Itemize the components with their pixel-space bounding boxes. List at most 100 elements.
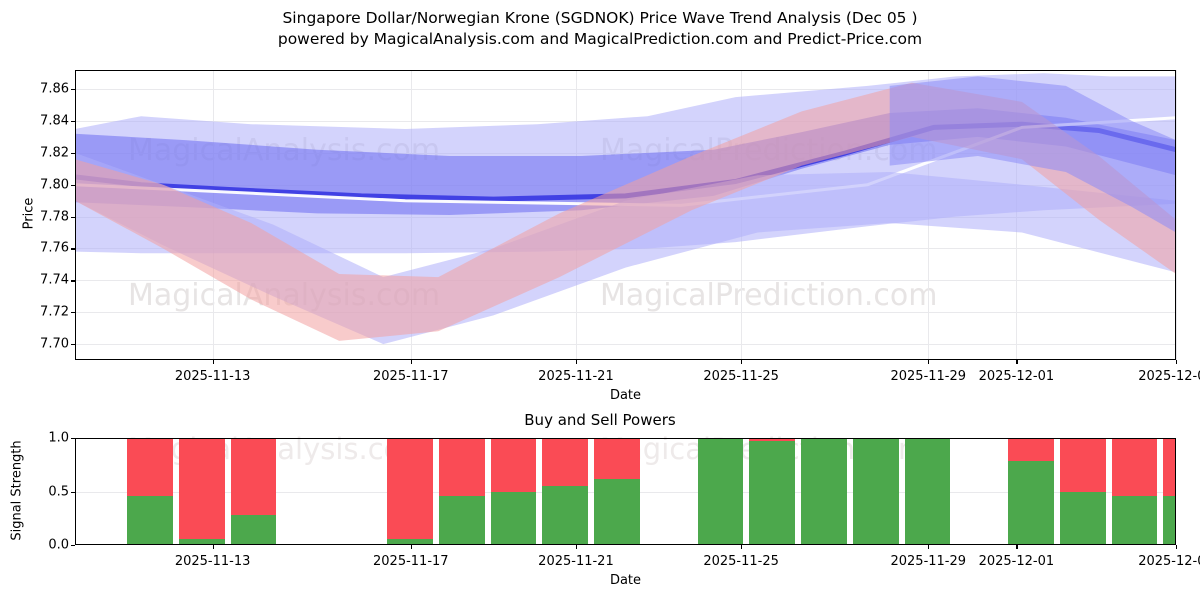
power-bar-sell — [127, 438, 173, 497]
price-band-red-wave-band — [75, 82, 1176, 341]
power-bar-buy — [697, 438, 744, 545]
power-bar-buy — [594, 479, 640, 545]
power-xtick-label: 2025-11-17 — [373, 554, 449, 569]
power-bar-sell — [542, 438, 589, 486]
power-bars-clip — [75, 438, 1176, 545]
power-bar-buy — [1111, 496, 1158, 545]
power-bar-buy — [438, 496, 485, 545]
price-ytick — [71, 312, 75, 314]
price-xtick — [212, 360, 214, 364]
price-xtick-label: 2025-12-05 — [1138, 369, 1200, 384]
power-bar-buy — [230, 514, 277, 545]
power-bar-buy — [542, 485, 589, 545]
price-y-axis-title: Price — [21, 197, 37, 230]
price-ytick — [71, 152, 75, 155]
power-bar-sell — [1008, 438, 1054, 461]
power-xtick — [410, 545, 412, 549]
power-bar-sell — [438, 438, 485, 497]
power-ytick-label: 0.5 — [48, 484, 69, 499]
price-xtick — [410, 360, 412, 364]
power-xtick-label: 2025-11-13 — [174, 554, 251, 569]
power-ytick-label: 0.0 — [48, 537, 69, 553]
price-ytick-label: 7.80 — [40, 177, 69, 193]
price-xtick-label: 2025-11-25 — [703, 369, 779, 384]
price-xtick-label: 2025-11-29 — [890, 369, 967, 384]
price-ytick — [71, 280, 75, 282]
price-ytick — [71, 184, 75, 186]
price-ytick-label: 7.74 — [40, 272, 69, 288]
power-bar-sell — [1111, 438, 1158, 497]
price-ytick-label: 7.70 — [40, 336, 69, 352]
power-bar-buy — [904, 438, 951, 545]
power-bar-sell — [230, 438, 277, 515]
price-x-axis-title: Date — [609, 388, 642, 403]
price-ytick-label: 7.82 — [40, 145, 69, 161]
power-x-axis-title: Date — [609, 573, 642, 588]
price-ytick — [71, 344, 75, 346]
price-xtick-label: 2025-11-21 — [538, 369, 614, 384]
price-ytick-label: 7.76 — [40, 240, 69, 256]
power-plot-frame — [75, 438, 1176, 545]
price-ytick — [71, 216, 75, 218]
price-xtick-label: 2025-12-01 — [978, 369, 1055, 384]
power-bar-buy — [1008, 461, 1054, 545]
power-bar-buy — [801, 438, 847, 545]
power-bar-sell — [1059, 438, 1106, 492]
power-bar-buy — [387, 539, 433, 545]
page-title: Singapore Dollar/Norwegian Krone (SGDNOK… — [0, 8, 1200, 50]
power-xtick — [1016, 545, 1018, 549]
power-bar-buy — [749, 440, 796, 545]
price-gridline-h — [75, 280, 1176, 282]
power-bar-sell — [387, 438, 433, 540]
price-ytick-label: 7.72 — [40, 304, 69, 320]
power-bar-sell — [594, 438, 640, 480]
price-xtick-label: 2025-11-17 — [373, 369, 449, 384]
price-ytick — [71, 120, 75, 123]
price-gridline-h — [75, 344, 1176, 346]
price-ytick-label: 7.78 — [40, 209, 69, 225]
power-bar-buy — [1163, 496, 1176, 545]
power-xtick-label: 2025-12-01 — [978, 554, 1055, 569]
power-ytick — [71, 545, 75, 547]
power-bar-buy — [852, 438, 899, 545]
power-chart-title: Buy and Sell Powers — [524, 411, 676, 429]
power-ytick — [71, 438, 75, 440]
title-line-1: Singapore Dollar/Norwegian Krone (SGDNOK… — [282, 9, 918, 27]
power-bar-buy — [127, 496, 173, 545]
price-ytick-label: 7.84 — [40, 113, 69, 129]
power-bar-buy — [1059, 491, 1106, 545]
price-xtick-label: 2025-11-13 — [174, 369, 251, 384]
power-xtick-label: 2025-11-21 — [538, 554, 614, 569]
price-ytick — [71, 89, 75, 91]
price-xtick — [575, 360, 578, 364]
power-xtick — [212, 545, 214, 549]
power-bar-sell — [749, 438, 796, 441]
power-ytick — [71, 491, 75, 493]
price-ytick — [71, 248, 75, 250]
power-xtick — [741, 545, 743, 549]
power-xtick-label: 2025-11-29 — [890, 554, 967, 569]
power-xtick-label: 2025-11-25 — [703, 554, 779, 569]
power-bar-buy — [179, 539, 225, 545]
price-band-right-tail-blue — [889, 76, 1176, 233]
price-xtick — [741, 360, 743, 364]
price-ytick-label: 7.86 — [40, 81, 69, 97]
power-bar-buy — [490, 491, 537, 545]
power-xtick — [928, 545, 930, 549]
title-line-2: powered by MagicalAnalysis.com and Magic… — [277, 30, 923, 48]
power-bar-sell — [179, 438, 225, 540]
price-xtick — [928, 360, 930, 364]
power-xtick — [575, 545, 578, 549]
price-gridline-v — [1176, 70, 1177, 360]
price-plot-frame — [75, 70, 1176, 360]
price-gridline-h — [75, 89, 1176, 91]
price-xtick — [1016, 360, 1018, 364]
power-xtick-label: 2025-12-05 — [1138, 554, 1200, 569]
price-xtick — [1176, 360, 1178, 364]
price-gridline-h — [75, 312, 1176, 314]
power-bar-sell — [490, 438, 537, 492]
power-ytick-label: 1.0 — [48, 430, 69, 446]
power-xtick — [1176, 545, 1178, 549]
